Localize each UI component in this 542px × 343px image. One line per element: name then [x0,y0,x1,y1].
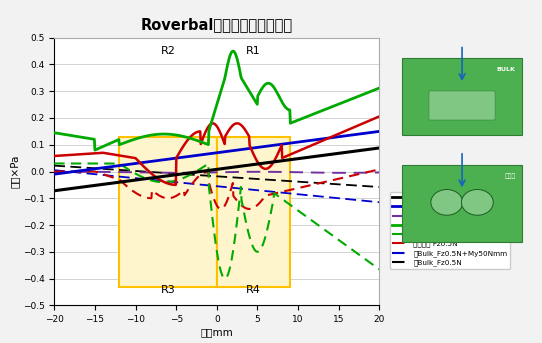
Text: R2: R2 [160,46,176,56]
Bar [217,137,290,286]
X-axis label: 距離mm: 距離mm [201,327,233,337]
Text: R4: R4 [246,285,261,295]
Y-axis label: 応力×Pa: 応力×Pa [10,155,20,188]
Ellipse shape [461,189,493,215]
Legend: Bulk_Fz0.5N, Bulk_Fz0.5N+My50Nmm, メガネ Fz0.5N+My50Nmm, メガネ Fz0.5N+My50Nmm, 裏メガネ F: Bulk_Fz0.5N, Bulk_Fz0.5N+My50Nmm, メガネ Fz… [390,192,511,269]
FancyBboxPatch shape [429,91,495,120]
Ellipse shape [431,189,463,215]
Text: メガネ: メガネ [504,173,515,179]
Bar [402,58,522,135]
Bar [402,165,522,242]
Title: Roverbalとバルクの応力分布: Roverbalとバルクの応力分布 [141,17,293,32]
Text: R1: R1 [246,46,261,56]
Bar [119,137,217,286]
Text: BULK: BULK [496,67,515,72]
Text: R3: R3 [160,285,176,295]
